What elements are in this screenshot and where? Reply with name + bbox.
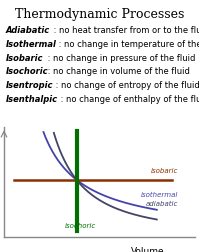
Text: : no change in temperature of the fluid: : no change in temperature of the fluid <box>56 40 199 49</box>
Text: : no heat transfer from or to the fluid: : no heat transfer from or to the fluid <box>51 26 199 35</box>
Text: isothermal: isothermal <box>140 191 178 197</box>
Text: : no change of enthalpy of the fluid: : no change of enthalpy of the fluid <box>59 95 199 104</box>
Text: : no change in volume of the fluid: : no change in volume of the fluid <box>45 67 190 76</box>
Text: : no change in pressure of the fluid: : no change in pressure of the fluid <box>45 53 195 62</box>
Text: Isentropic: Isentropic <box>6 81 53 90</box>
Text: Volume: Volume <box>131 246 164 252</box>
Text: Thermodynamic Processes: Thermodynamic Processes <box>15 8 184 20</box>
Text: adiabatic: adiabatic <box>145 200 178 206</box>
Text: Isochoric: Isochoric <box>6 67 49 76</box>
Text: Isenthalpic: Isenthalpic <box>6 95 58 104</box>
Text: isochoric: isochoric <box>65 222 96 228</box>
Text: isobaric: isobaric <box>150 168 178 174</box>
Text: Adiabatic: Adiabatic <box>6 26 50 35</box>
Text: : no change of entropy of the fluid: : no change of entropy of the fluid <box>53 81 199 90</box>
Text: Isobaric: Isobaric <box>6 53 43 62</box>
Text: Isothermal: Isothermal <box>6 40 57 49</box>
